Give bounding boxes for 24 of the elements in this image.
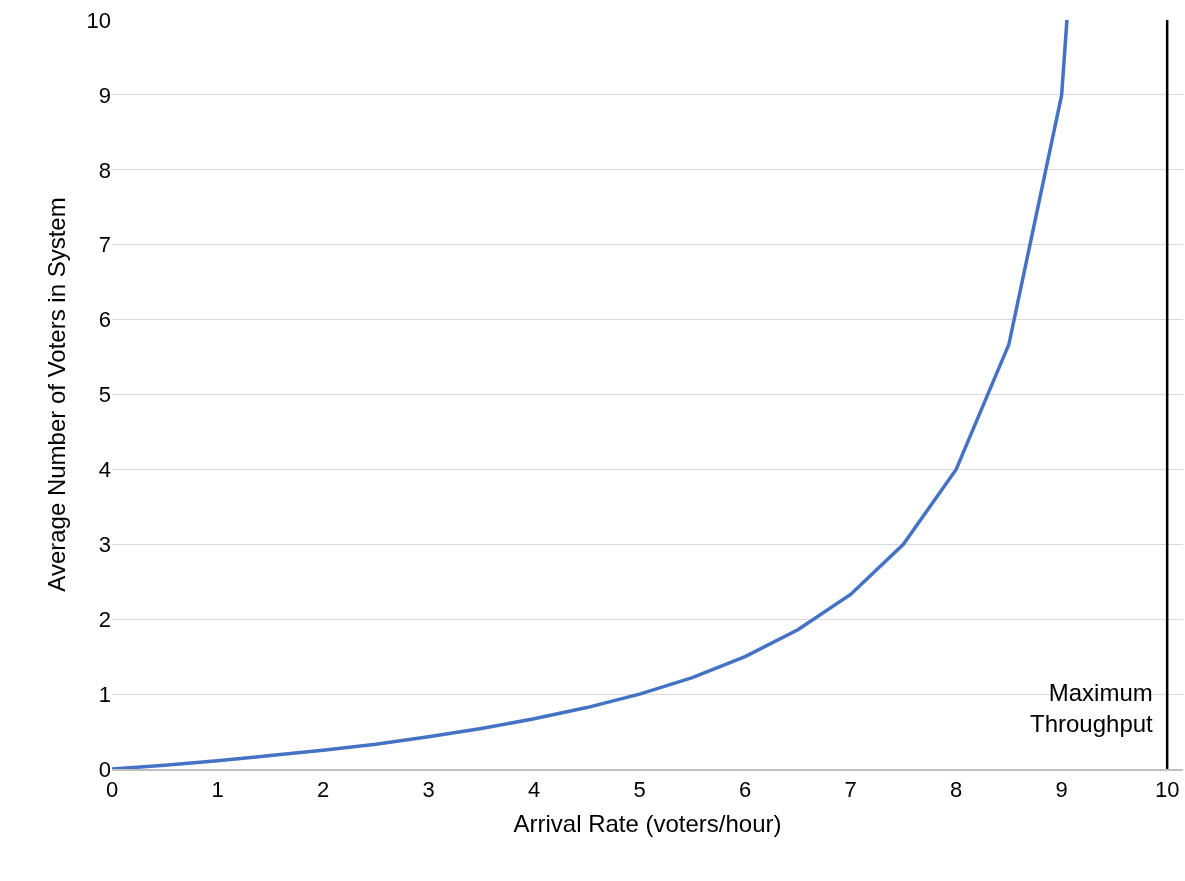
ref-line-label: Maximum Throughput bbox=[1030, 679, 1154, 738]
x-tick-label: 2 bbox=[316, 777, 330, 803]
x-tick-label: 7 bbox=[844, 777, 857, 803]
x-tick-label: 3 bbox=[422, 777, 435, 803]
x-tick-label: 9 bbox=[1055, 777, 1068, 803]
x-tick-label: 8 bbox=[950, 777, 963, 803]
y-tick-label: 4 bbox=[98, 457, 111, 483]
y-tick-label: 1 bbox=[98, 681, 111, 707]
y-tick-label: 9 bbox=[98, 82, 111, 108]
x-tick-label: 5 bbox=[633, 777, 646, 803]
y-tick-label: 8 bbox=[98, 157, 111, 183]
y-tick-label: 2 bbox=[98, 606, 111, 632]
x-tick-label: 6 bbox=[738, 777, 752, 803]
y-tick-label: 7 bbox=[98, 232, 111, 258]
x-tick-label: 10 bbox=[1154, 777, 1180, 803]
x-tick-label: 4 bbox=[527, 777, 541, 803]
y-tick-label: 10 bbox=[86, 7, 111, 33]
y-tick-label: 5 bbox=[98, 382, 111, 408]
y-tick-label: 3 bbox=[98, 532, 111, 557]
y-tick-label: 6 bbox=[98, 307, 111, 333]
x-axis-title: Arrival Rate (voters/hour) bbox=[513, 809, 782, 837]
y-axis-title: Average Number of Voters in System bbox=[42, 197, 70, 592]
x-tick-label: 1 bbox=[211, 777, 224, 803]
y-tick-label: 0 bbox=[98, 756, 111, 782]
